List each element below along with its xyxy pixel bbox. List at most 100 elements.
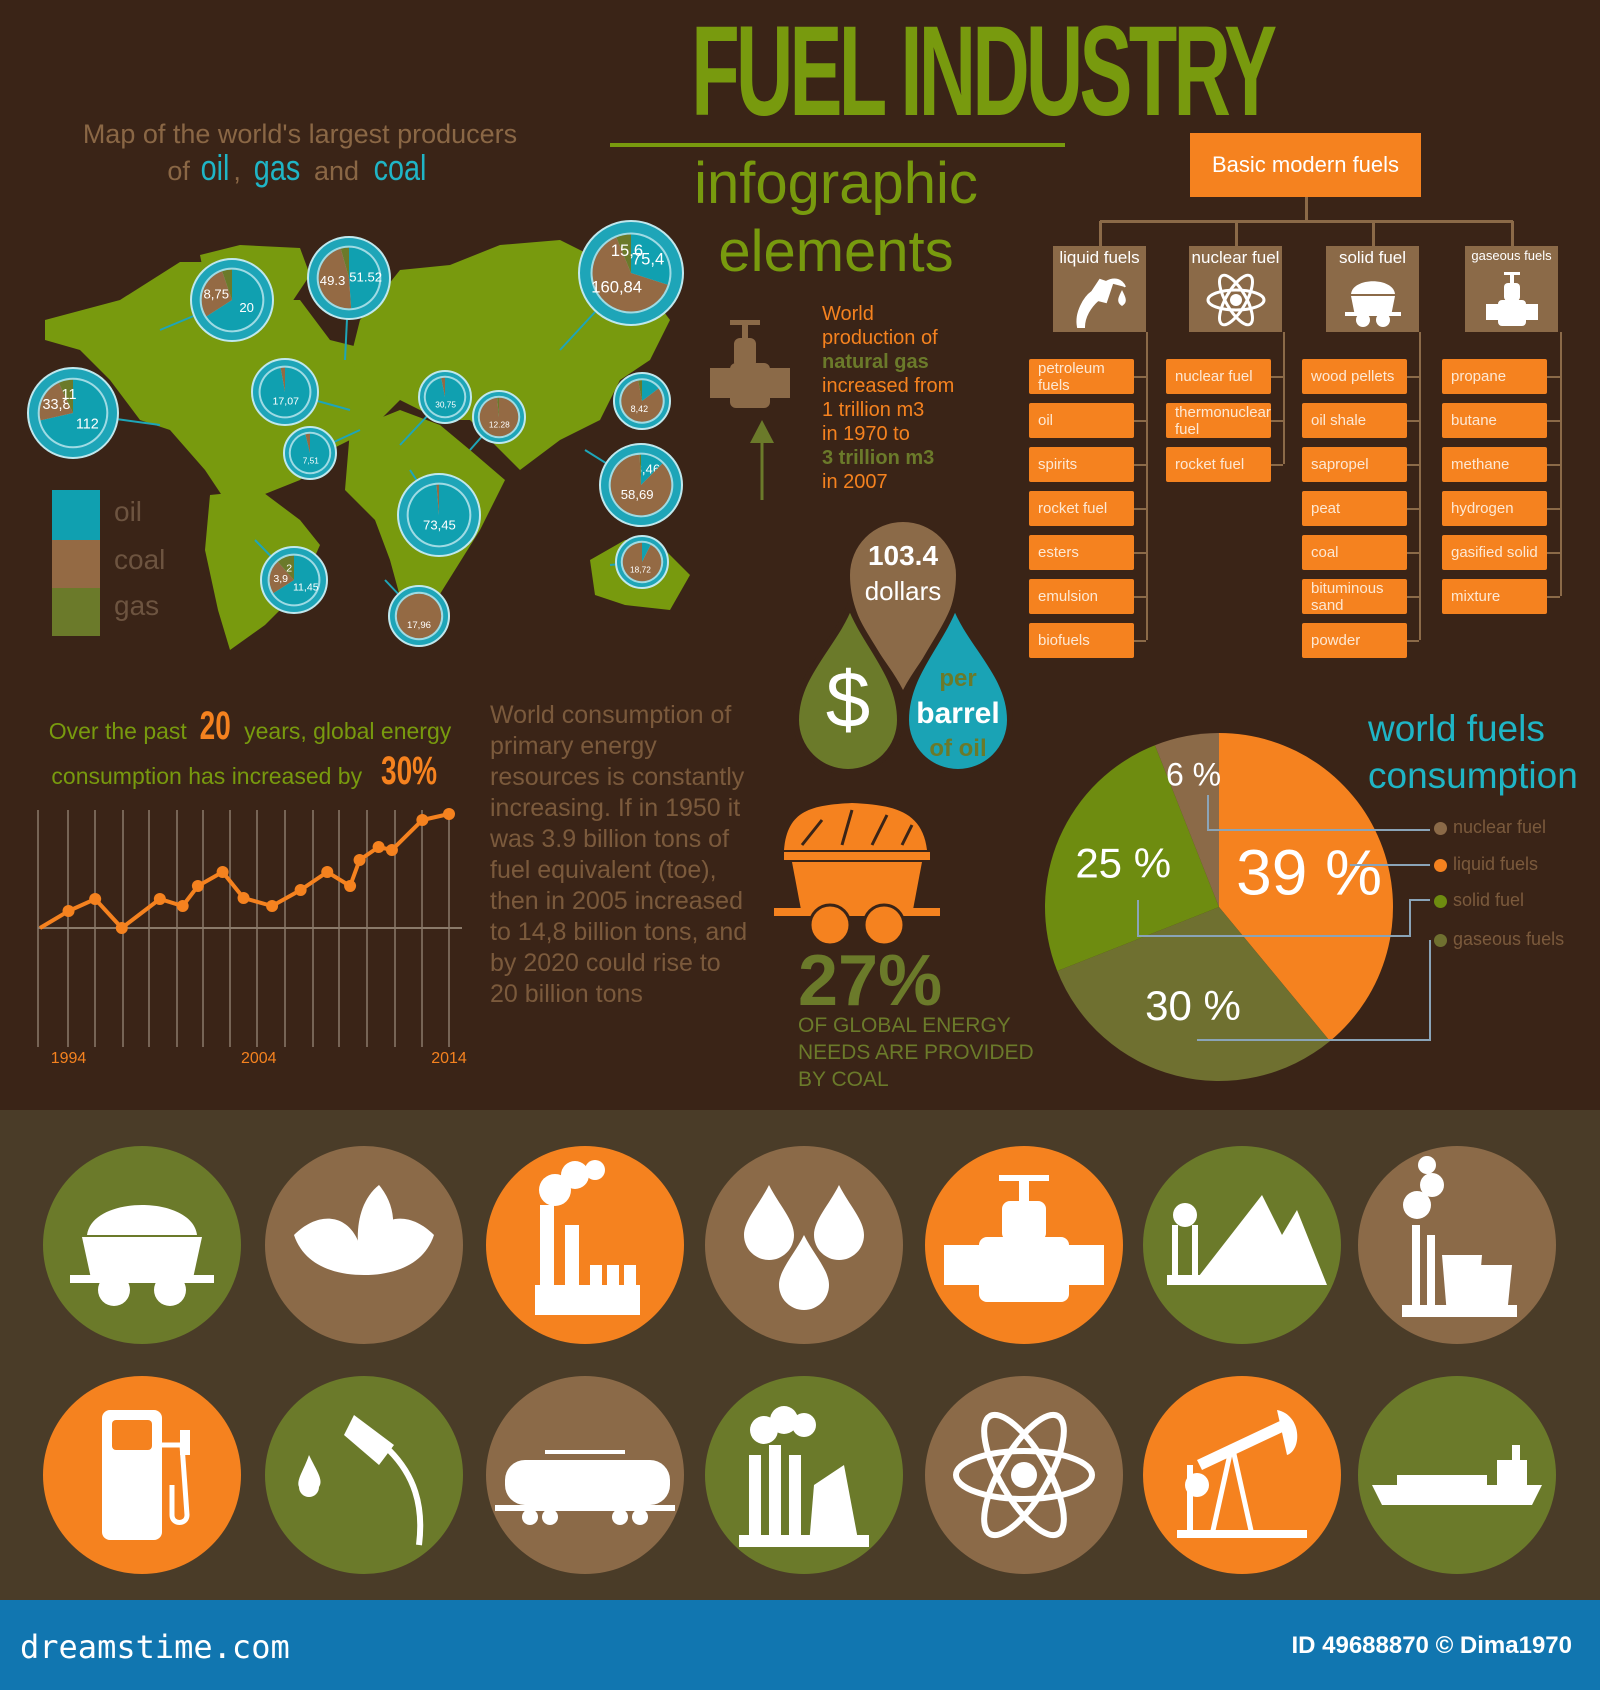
pie-slice-solid-fuel [1045,745,1219,972]
slice-coal [201,271,232,317]
icon-tile [43,1376,241,1574]
tree-connector [1305,197,1308,222]
atom-icon [1206,273,1266,327]
slice-coal [479,397,519,437]
producer-bubble: 7,51 [283,426,361,480]
producer-bubble: 18,72 [609,535,669,589]
fuel-item: wood pellets [1302,359,1407,394]
producer-bubble: 12.28 [469,390,526,451]
oil-price-value: 103.4 [867,540,939,571]
energy-line-chart: 1994 2004 2014 [37,808,467,1067]
fuel-item: oil shale [1302,403,1407,438]
slice-coal [436,484,439,515]
slice-gas [638,380,642,401]
bubble-label-coal: 58,69 [621,487,654,502]
legend-dot-gaseous [1434,934,1447,947]
oil-pump-jack-icon [1177,1410,1307,1538]
growth-text: years, global energy [244,718,452,744]
bubble-label-gas: 11 [62,387,77,403]
chart-point [176,900,189,912]
producer-bubble: 73,45 [397,469,481,557]
caption-coal: coal [373,147,427,188]
footer-brand[interactable]: dreamstime.com [20,1628,290,1666]
tree-connector [1547,508,1560,510]
producer-bubble: 17,07 [251,358,351,426]
map-caption: Map of the world's largest producers of … [60,118,540,188]
legend-swatch-coal [52,540,100,588]
tree-connector [1271,464,1283,466]
chart-point [266,900,279,912]
icon-tile [1143,1146,1341,1344]
slice-gas [340,247,349,278]
fuel-item: emulsion [1029,579,1134,614]
fuel-item: mixture [1442,579,1547,614]
atom-icon [953,1411,1095,1539]
tree-connector [1560,332,1562,596]
chart-point [321,866,334,878]
icon-tile [486,1376,684,1574]
pie-slice-liquid-fuels [1219,733,1393,1042]
fuel-item: oil [1029,403,1134,438]
legend-gaseous-fuels: gaseous fuels [1453,929,1565,949]
map-legend-bar [52,490,100,636]
bubble-label-coal: 8,75 [203,287,229,302]
world-map: 11233,811208,7551.5249.375,4160,8415,617… [27,220,1431,1081]
tree-connector [1407,464,1419,466]
icon-tile [705,1146,903,1344]
footer-bar: dreamstime.com ID 49688870 © Dima1970 [0,1600,1600,1690]
bubble-label-oil: 112 [76,416,99,432]
bubble-label-coal: 3,9 [273,573,288,585]
dollar-sign-icon: $ [825,655,871,744]
pie-label: 6 % [1166,757,1221,793]
tree-connector [1407,508,1419,510]
icon-tile [1143,1376,1341,1574]
tree-connector [1134,508,1146,510]
slice-oil [408,484,470,546]
fuel-item: gasified solid [1442,535,1547,570]
growth-text: consumption has increased by [51,763,363,789]
fuel-item: butane [1442,403,1547,438]
coal-caption-line: BY COAL [798,1068,889,1091]
legend-dot-nuclear [1434,822,1447,835]
producer-bubble: 8,42 [613,372,671,430]
legend-swatch-gas [52,588,100,636]
slice-gas [222,269,232,300]
tree-connector [1547,420,1560,422]
bubble-label-oil: 11,45 [293,581,319,593]
energy-growth-headline: Over the past 20 years, global energy co… [30,706,470,796]
bubble-label-coal: 49.3 [320,273,346,288]
fuel-nozzle-icon [1076,278,1126,328]
tree-connector [1271,420,1283,422]
producer-bubble: 17,96 [384,579,450,647]
legend-dot-solid [1434,895,1447,908]
coal-cart-icon [1345,281,1401,327]
fuel-pump-icon [102,1410,190,1540]
bubble-label-gas: 15,6 [611,241,643,260]
slice-coal [441,377,445,397]
bubble-label-oil: 30,75 [435,400,456,410]
chart-point [372,841,385,853]
producer-bubble: 30,75 [399,370,472,446]
tree-connector [1134,420,1146,422]
tanker-ship-icon [1372,1445,1542,1505]
mine-icon [1167,1195,1327,1285]
icon-tile [925,1146,1123,1344]
slice-gas [58,379,73,413]
pie-label: 25 % [1075,840,1171,887]
icon-tile [265,1376,463,1574]
gas-fact-highlight: 3 trillion m3 [822,447,935,469]
pie-leader-line [1207,795,1430,831]
growth-percent: 30% [380,749,437,793]
icon-set [43,1146,1556,1574]
bubble-label-oil: 75,4 [632,250,664,269]
tree-connector [1134,596,1146,598]
tree-connector [1099,221,1102,247]
slice-oil [260,367,310,417]
currency-drops-icon [744,1185,864,1310]
coal-share-caption: OF GLOBAL ENERGY NEEDS ARE PROVIDED BY C… [798,1012,1034,1093]
gas-fact-line: in 1970 to [822,423,910,445]
slice-coal [39,382,73,421]
tree-connector [1407,640,1419,642]
tree-connector [1419,332,1421,640]
